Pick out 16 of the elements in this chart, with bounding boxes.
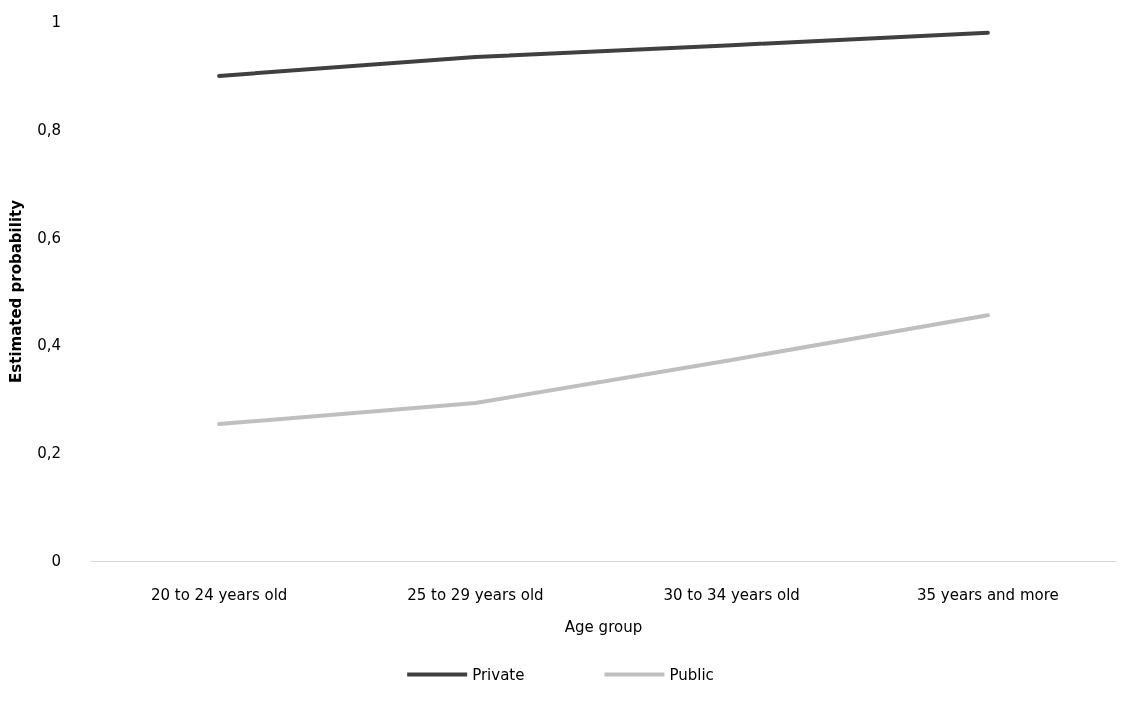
y-axis-title: Estimated probability [6,199,25,383]
x-tick-label: 30 to 34 years old [663,585,800,604]
line-series [217,30,990,78]
y-tick-label: 0,2 [37,444,61,463]
y-tick-label: 1 [51,13,61,31]
x-tick-label: 35 years and more [917,585,1059,604]
x-axis-title: Age group [564,617,643,636]
x-tick-label: 20 to 24 years old [150,585,288,604]
y-tick-label: 0,4 [37,336,61,355]
legend-label: Private [472,665,525,684]
legend-label: Public [669,665,714,684]
y-tick-label: 0,8 [37,120,61,139]
y-tick-label: 0 [51,552,61,570]
x-tick-label: 25 to 29 years old [407,585,544,604]
y-tick-label: 0,6 [37,228,61,247]
line-series [217,313,990,427]
